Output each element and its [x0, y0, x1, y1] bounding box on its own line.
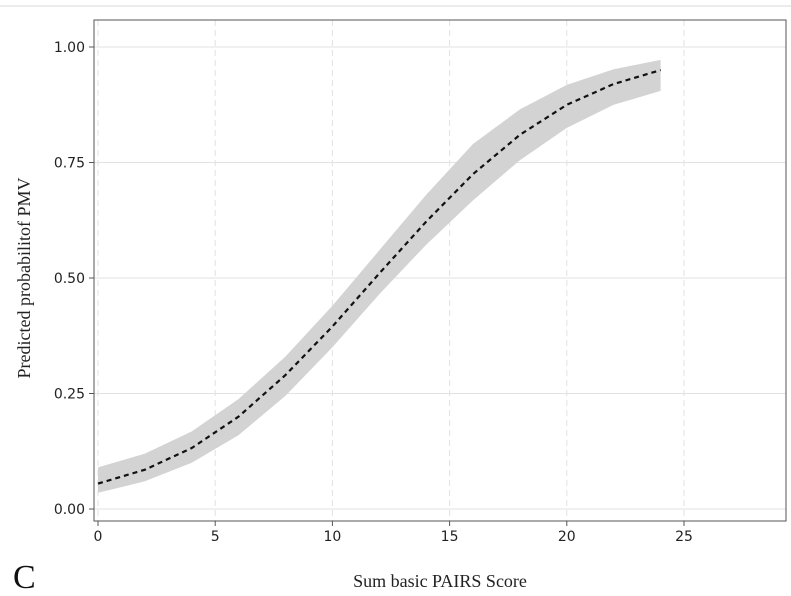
- x-tick-label: 5: [211, 529, 220, 545]
- x-tick-label: 20: [558, 529, 576, 545]
- prediction-line-layer: [97, 69, 661, 485]
- y-tick-label: 0.00: [54, 502, 85, 518]
- x-tick-label: 15: [441, 529, 459, 545]
- confidence-band: [98, 59, 661, 493]
- x-tick-label: 0: [94, 529, 103, 545]
- panel-letter: C: [13, 559, 36, 596]
- grid: [94, 20, 786, 521]
- y-tick-label: 0.50: [54, 271, 85, 287]
- plot-frame: [93, 19, 787, 522]
- x-tick-label: 25: [675, 529, 693, 545]
- y-tick-label: 0.25: [54, 387, 85, 403]
- confidence-band-layer: [98, 59, 661, 493]
- x-axis-title: Sum basic PAIRS Score: [353, 571, 527, 591]
- y-tick-label: 0.75: [54, 156, 85, 172]
- y-tick-label: 1.00: [54, 40, 85, 56]
- predicted-probability-line: [97, 69, 661, 485]
- ticks: 0 5 10 15 20 25 0.00 0.25 0.50 0.75 1.00: [54, 40, 693, 545]
- x-tick-label: 10: [323, 529, 341, 545]
- y-axis-title: Predicted probabilitof PMV: [14, 178, 34, 379]
